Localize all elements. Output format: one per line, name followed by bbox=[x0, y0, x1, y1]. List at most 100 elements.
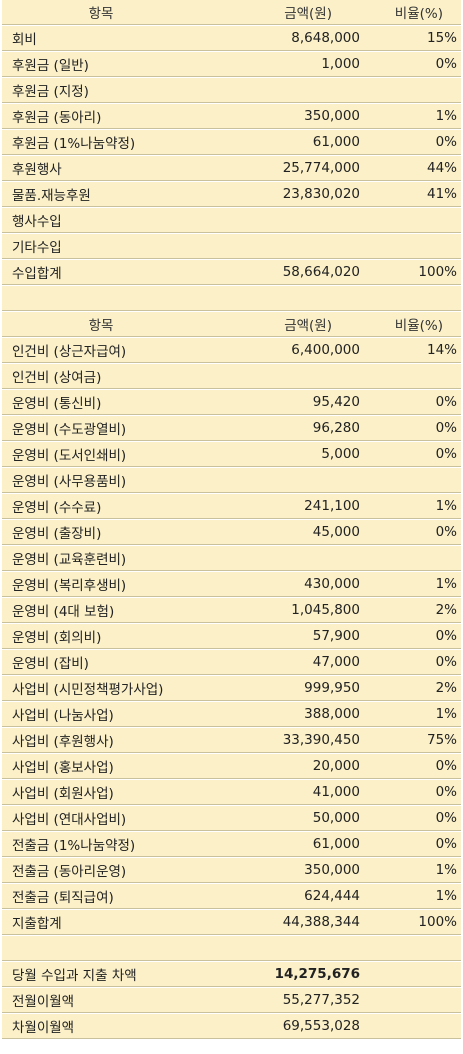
expense-row: 사업비 (연대사업비) 50,000 0% bbox=[2, 806, 461, 831]
expense-row: 운영비 (수도광열비) 96,280 0% bbox=[2, 416, 461, 441]
summary-rows: 당월 수입과 지출 차액 14,275,676 전월이월액 55,277,352 차월이… bbox=[2, 962, 461, 1039]
row-amount: 95,420 bbox=[312, 393, 360, 410]
expense-rows: 인건비 (상근자급여) 6,400,000 14% 인건비 (상여금) 운영비 (통신비… bbox=[2, 338, 461, 935]
summary-row: 전월이월액 55,277,352 bbox=[2, 988, 461, 1013]
expense-row: 사업비 (회원사업) 41,000 0% bbox=[2, 780, 461, 805]
row-amount: 61,000 bbox=[312, 133, 360, 150]
expense-row: 운영비 (교육훈련비) bbox=[2, 546, 461, 571]
row-amount: 96,280 bbox=[312, 419, 360, 436]
row-item: 운영비 (4대 보험) bbox=[12, 603, 115, 620]
income-header-row: 항목 금액(원) 비율(%) bbox=[2, 0, 461, 25]
header-item: 항목 bbox=[88, 5, 114, 22]
row-item: 인건비 (상여금) bbox=[12, 369, 102, 386]
row-item: 운영비 (통신비) bbox=[12, 395, 102, 412]
summary-row: 차월이월액 69,553,028 bbox=[2, 1014, 461, 1039]
row-ratio: 2% bbox=[435, 601, 457, 618]
row-item: 차월이월액 bbox=[12, 1019, 75, 1036]
income-rows: 회비 8,648,000 15% 후원금 (일반) 1,000 0% 후원금 (지정) 후원금… bbox=[2, 26, 461, 285]
row-amount: 57,900 bbox=[312, 627, 360, 644]
expense-row: 인건비 (상근자급여) 6,400,000 14% bbox=[2, 338, 461, 363]
row-ratio: 15% bbox=[426, 29, 457, 46]
expense-row: 전출금 (동아리운영) 350,000 1% bbox=[2, 858, 461, 883]
row-amount: 55,277,352 bbox=[282, 991, 360, 1008]
expense-row: 운영비 (복리후생비) 430,000 1% bbox=[2, 572, 461, 597]
row-amount: 430,000 bbox=[304, 575, 360, 592]
row-item: 후원금 (지정) bbox=[12, 83, 89, 100]
row-ratio: 0% bbox=[435, 835, 457, 852]
row-item: 지출합계 bbox=[12, 915, 62, 932]
income-row: 후원금 (지정) bbox=[2, 78, 461, 103]
expense-row: 운영비 (출장비) 45,000 0% bbox=[2, 520, 461, 545]
income-row: 행사수입 bbox=[2, 208, 461, 233]
row-amount: 33,390,450 bbox=[282, 731, 360, 748]
row-amount: 241,100 bbox=[304, 497, 360, 514]
row-amount: 23,830,020 bbox=[282, 185, 360, 202]
row-ratio: 1% bbox=[435, 705, 457, 722]
expense-row: 지출합계 44,388,344 100% bbox=[2, 910, 461, 935]
expense-header-row: 항목 금액(원) 비율(%) bbox=[2, 312, 461, 337]
row-amount: 61,000 bbox=[312, 835, 360, 852]
header-ratio: 비율(%) bbox=[394, 5, 443, 22]
row-item: 행사수입 bbox=[12, 213, 62, 230]
row-ratio: 0% bbox=[435, 419, 457, 436]
row-item: 사업비 (홍보사업) bbox=[12, 759, 114, 776]
row-amount: 8,648,000 bbox=[291, 29, 360, 46]
spacer-row bbox=[2, 286, 461, 311]
row-ratio: 0% bbox=[435, 757, 457, 774]
row-ratio: 1% bbox=[435, 575, 457, 592]
row-item: 전출금 (1%나눔약정) bbox=[12, 837, 136, 854]
row-amount: 6,400,000 bbox=[291, 341, 360, 358]
row-ratio: 41% bbox=[426, 185, 457, 202]
income-row: 물품.재능후원 23,830,020 41% bbox=[2, 182, 461, 207]
row-ratio: 0% bbox=[435, 783, 457, 800]
row-amount: 1,000 bbox=[321, 55, 360, 72]
expense-row: 운영비 (통신비) 95,420 0% bbox=[2, 390, 461, 415]
row-item: 전출금 (퇴직급여) bbox=[12, 889, 114, 906]
row-ratio: 1% bbox=[435, 861, 457, 878]
row-ratio: 0% bbox=[435, 627, 457, 644]
row-amount: 5,000 bbox=[321, 445, 360, 462]
row-amount: 999,950 bbox=[304, 679, 360, 696]
row-ratio: 0% bbox=[435, 55, 457, 72]
row-item: 후원금 (동아리) bbox=[12, 109, 102, 126]
row-amount: 41,000 bbox=[312, 783, 360, 800]
row-item: 인건비 (상근자급여) bbox=[12, 343, 127, 360]
income-row: 후원금 (동아리) 350,000 1% bbox=[2, 104, 461, 129]
row-amount: 45,000 bbox=[312, 523, 360, 540]
row-amount: 25,774,000 bbox=[282, 159, 360, 176]
row-item: 운영비 (교육훈련비) bbox=[12, 551, 127, 568]
income-row: 수입합계 58,664,020 100% bbox=[2, 260, 461, 285]
expense-row: 사업비 (시민정책평가사업) 999,950 2% bbox=[2, 676, 461, 701]
row-item: 물품.재능후원 bbox=[12, 187, 91, 204]
row-amount: 350,000 bbox=[304, 107, 360, 124]
expense-row: 운영비 (회의비) 57,900 0% bbox=[2, 624, 461, 649]
expense-row: 운영비 (수수료) 241,100 1% bbox=[2, 494, 461, 519]
income-row: 기타수입 bbox=[2, 234, 461, 259]
header-ratio: 비율(%) bbox=[394, 317, 443, 334]
row-item: 운영비 (회의비) bbox=[12, 629, 102, 646]
row-ratio: 2% bbox=[435, 679, 457, 696]
row-amount: 47,000 bbox=[312, 653, 360, 670]
spacer-row bbox=[2, 936, 461, 961]
row-item: 운영비 (도서인쇄비) bbox=[12, 447, 127, 464]
expense-row: 운영비 (도서인쇄비) 5,000 0% bbox=[2, 442, 461, 467]
row-item: 운영비 (수도광열비) bbox=[12, 421, 127, 438]
row-amount: 50,000 bbox=[312, 809, 360, 826]
expense-row: 사업비 (후원행사) 33,390,450 75% bbox=[2, 728, 461, 753]
row-ratio: 0% bbox=[435, 393, 457, 410]
row-item: 수입합계 bbox=[12, 265, 62, 282]
income-row: 후원금 (1%나눔약정) 61,000 0% bbox=[2, 130, 461, 155]
expense-row: 사업비 (나눔사업) 388,000 1% bbox=[2, 702, 461, 727]
header-amount: 금액(원) bbox=[284, 5, 332, 22]
row-ratio: 1% bbox=[435, 497, 457, 514]
row-item: 당월 수입과 지출 차액 bbox=[12, 967, 137, 984]
expense-row: 전출금 (1%나눔약정) 61,000 0% bbox=[2, 832, 461, 857]
income-row: 후원금 (일반) 1,000 0% bbox=[2, 52, 461, 77]
row-ratio: 0% bbox=[435, 653, 457, 670]
row-item: 사업비 (시민정책평가사업) bbox=[12, 681, 164, 698]
row-item: 후원금 (1%나눔약정) bbox=[12, 135, 136, 152]
row-item: 운영비 (복리후생비) bbox=[12, 577, 127, 594]
row-amount: 20,000 bbox=[312, 757, 360, 774]
row-ratio: 100% bbox=[418, 263, 457, 280]
expense-row: 운영비 (사무용품비) bbox=[2, 468, 461, 493]
